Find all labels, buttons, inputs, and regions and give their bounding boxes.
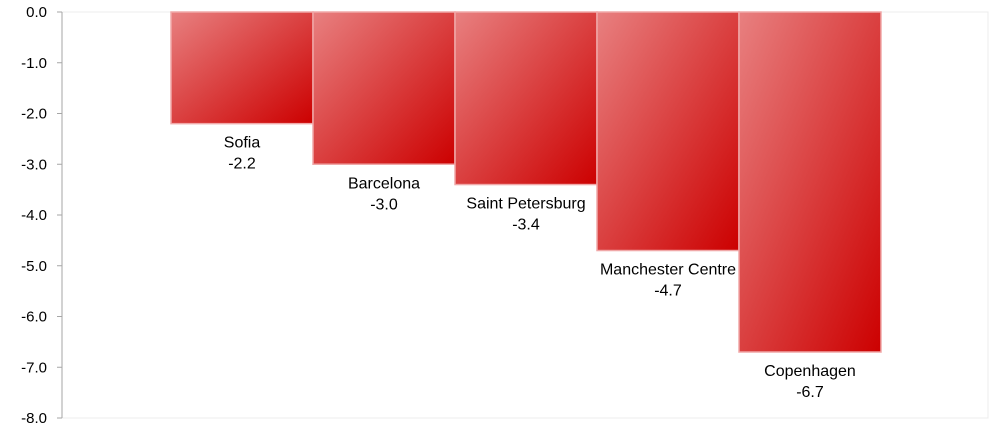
- bar-manchester-centre: [596, 11, 740, 252]
- category-label: Copenhagen: [764, 363, 856, 380]
- category-label: Manchester Centre: [600, 262, 736, 279]
- category-label: Saint Petersburg: [466, 196, 585, 213]
- y-tick-label: -8.0: [21, 410, 47, 427]
- bar-copenhagen: [738, 11, 882, 353]
- y-tick-label: -2.0: [21, 106, 47, 123]
- value-label: -6.7: [796, 384, 824, 401]
- y-tick-label: -7.0: [21, 359, 47, 376]
- value-label: -2.2: [228, 156, 256, 173]
- y-axis: 0.0 -1.0 -2.0 -3.0 -4.0 -5.0 -6.0 -7.0 -8.0: [21, 4, 63, 427]
- y-tick-label: -5.0: [21, 258, 47, 275]
- bar-sofia: [170, 11, 314, 125]
- y-tick-label: -4.0: [21, 207, 47, 224]
- bar-barcelona: [312, 11, 456, 165]
- value-label: -4.7: [654, 283, 682, 300]
- category-label: Barcelona: [348, 175, 420, 192]
- value-label: -3.0: [370, 196, 398, 213]
- y-tick-label: 0.0: [26, 4, 47, 21]
- y-tick-label: -3.0: [21, 156, 47, 173]
- y-tick-label: -1.0: [21, 55, 47, 72]
- y-tick-label: -6.0: [21, 309, 47, 326]
- value-label: -3.4: [512, 217, 540, 234]
- bar-labels: Sofia -2.2 Barcelona -3.0 Saint Petersburg -3…: [224, 135, 856, 401]
- bars: [170, 11, 882, 353]
- bar-saint-petersburg: [454, 11, 598, 186]
- category-label: Sofia: [224, 135, 261, 152]
